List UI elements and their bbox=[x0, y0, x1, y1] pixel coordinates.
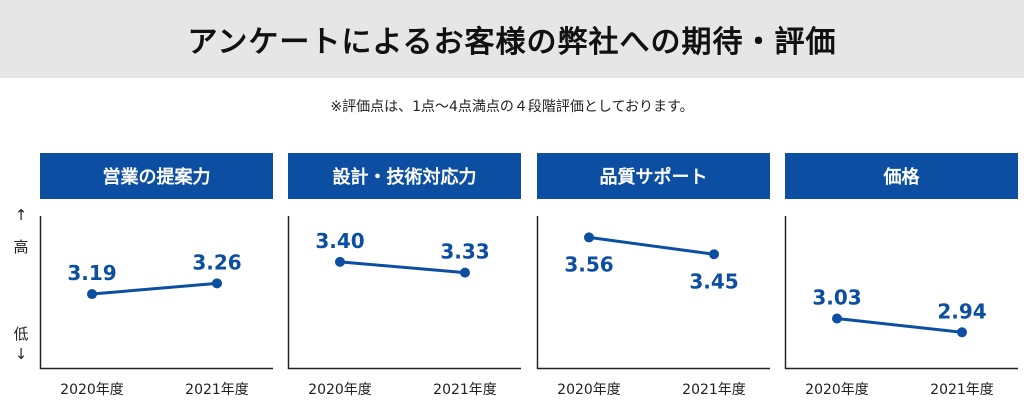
data-point bbox=[832, 313, 842, 324]
x-tick-label: 2021年度 bbox=[682, 382, 746, 398]
series-line bbox=[836, 317, 963, 334]
series-line bbox=[588, 235, 715, 256]
data-point bbox=[212, 278, 222, 289]
y-axis-high-label: 高 bbox=[13, 238, 29, 256]
x-tick-label: 2020年度 bbox=[308, 382, 372, 398]
y-axis-down-arrow: ↓ bbox=[14, 345, 28, 363]
data-point bbox=[957, 327, 967, 338]
page-title: アンケートによるお客様の弊社への期待・評価 bbox=[187, 25, 837, 60]
x-tick-label: 2021年度 bbox=[930, 382, 994, 398]
data-label: 3.56 bbox=[564, 252, 613, 276]
y-axis-low-label: 低 bbox=[13, 325, 29, 343]
x-tick-label: 2021年度 bbox=[185, 382, 249, 398]
data-label: 3.45 bbox=[689, 269, 738, 293]
data-point bbox=[460, 267, 470, 278]
panel-header-3: 品質サポート bbox=[537, 153, 770, 199]
x-tick-label: 2020年度 bbox=[805, 382, 869, 398]
panel-header-1: 営業の提案力 bbox=[40, 153, 273, 199]
series-line bbox=[339, 260, 466, 275]
data-label: 2.94 bbox=[937, 299, 986, 323]
y-axis-up-arrow: ↑ bbox=[14, 206, 28, 224]
panel-header-2: 設計・技術対応力 bbox=[288, 153, 521, 199]
series-line bbox=[91, 281, 218, 296]
x-tick-label: 2021年度 bbox=[433, 382, 497, 398]
title-banner: アンケートによるお客様の弊社への期待・評価 bbox=[0, 0, 1024, 78]
data-label: 3.40 bbox=[315, 229, 364, 253]
data-point bbox=[335, 256, 345, 267]
data-label: 3.03 bbox=[812, 286, 861, 310]
data-label: 3.33 bbox=[440, 240, 489, 264]
data-point bbox=[709, 249, 719, 260]
x-tick-label: 2020年度 bbox=[60, 382, 124, 398]
data-point bbox=[87, 289, 97, 300]
data-label: 3.19 bbox=[67, 261, 116, 285]
data-point bbox=[584, 232, 594, 243]
rating-note: ※評価点は、1点〜4点満点の４段階評価としております。 bbox=[330, 99, 694, 115]
data-label: 3.26 bbox=[192, 250, 241, 274]
panel-header-4: 価格 bbox=[785, 153, 1018, 199]
x-tick-label: 2020年度 bbox=[557, 382, 621, 398]
